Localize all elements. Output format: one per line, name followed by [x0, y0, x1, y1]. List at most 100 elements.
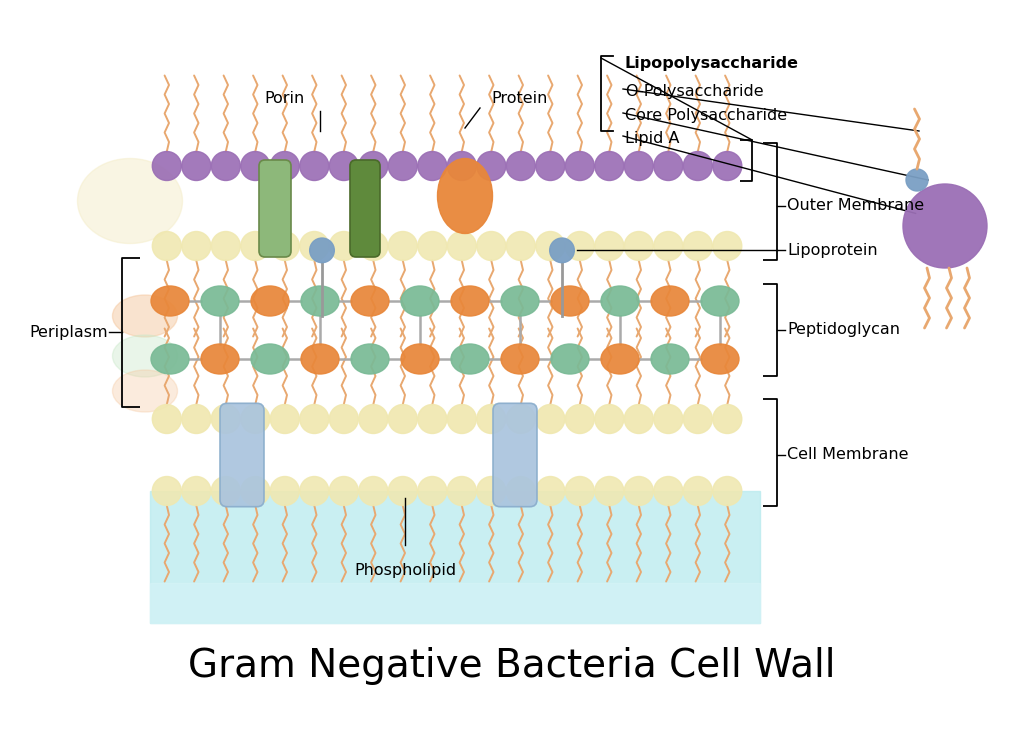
Circle shape — [536, 405, 565, 433]
Circle shape — [270, 476, 299, 505]
Circle shape — [477, 405, 506, 433]
Ellipse shape — [701, 286, 739, 316]
Circle shape — [330, 405, 358, 433]
Circle shape — [536, 231, 565, 261]
Circle shape — [565, 231, 594, 261]
Circle shape — [565, 476, 594, 505]
Circle shape — [595, 405, 624, 433]
Text: Gram Negative Bacteria Cell Wall: Gram Negative Bacteria Cell Wall — [188, 647, 836, 685]
Circle shape — [683, 405, 713, 433]
Circle shape — [447, 231, 476, 261]
Text: Lipopolysaccharide: Lipopolysaccharide — [625, 56, 799, 71]
Ellipse shape — [437, 159, 493, 233]
Circle shape — [683, 231, 713, 261]
Ellipse shape — [451, 344, 489, 374]
Ellipse shape — [251, 344, 289, 374]
Circle shape — [358, 231, 388, 261]
Circle shape — [211, 151, 241, 181]
Circle shape — [653, 476, 683, 505]
Ellipse shape — [601, 344, 639, 374]
Circle shape — [903, 184, 987, 268]
Circle shape — [241, 151, 269, 181]
Ellipse shape — [301, 286, 339, 316]
Circle shape — [506, 476, 536, 505]
Circle shape — [477, 476, 506, 505]
Circle shape — [388, 476, 418, 505]
Circle shape — [358, 405, 388, 433]
Text: Core Polysaccharide: Core Polysaccharide — [625, 108, 787, 123]
Text: Phospholipid: Phospholipid — [354, 563, 456, 578]
Circle shape — [713, 476, 741, 505]
Ellipse shape — [401, 344, 439, 374]
Circle shape — [653, 151, 683, 181]
Text: Outer Membrane: Outer Membrane — [787, 199, 924, 213]
Circle shape — [153, 476, 181, 505]
Ellipse shape — [201, 344, 239, 374]
Circle shape — [211, 231, 241, 261]
Ellipse shape — [301, 344, 339, 374]
Ellipse shape — [351, 344, 389, 374]
Text: Periplasm: Periplasm — [30, 325, 108, 340]
Ellipse shape — [651, 344, 689, 374]
Ellipse shape — [351, 286, 389, 316]
Circle shape — [330, 476, 358, 505]
Circle shape — [330, 231, 358, 261]
Text: Peptidoglycan: Peptidoglycan — [787, 322, 900, 337]
Ellipse shape — [401, 286, 439, 316]
Circle shape — [683, 476, 713, 505]
Circle shape — [625, 231, 653, 261]
FancyBboxPatch shape — [220, 403, 264, 507]
Circle shape — [300, 405, 329, 433]
Circle shape — [713, 231, 741, 261]
Circle shape — [388, 405, 418, 433]
Circle shape — [477, 231, 506, 261]
Text: Porin: Porin — [265, 91, 305, 106]
Circle shape — [153, 151, 181, 181]
Circle shape — [653, 231, 683, 261]
Ellipse shape — [501, 344, 539, 374]
Circle shape — [388, 231, 418, 261]
Circle shape — [418, 405, 446, 433]
Circle shape — [182, 405, 211, 433]
Text: O-Polysaccharide: O-Polysaccharide — [625, 84, 764, 99]
Circle shape — [270, 405, 299, 433]
Circle shape — [300, 151, 329, 181]
Circle shape — [211, 476, 241, 505]
Circle shape — [447, 405, 476, 433]
FancyBboxPatch shape — [350, 160, 380, 257]
Circle shape — [241, 476, 269, 505]
Ellipse shape — [501, 286, 539, 316]
Circle shape — [683, 151, 713, 181]
Ellipse shape — [151, 286, 189, 316]
Circle shape — [536, 476, 565, 505]
Circle shape — [211, 405, 241, 433]
Circle shape — [418, 476, 446, 505]
Circle shape — [309, 238, 334, 262]
Circle shape — [153, 405, 181, 433]
Circle shape — [625, 405, 653, 433]
Circle shape — [358, 151, 388, 181]
Circle shape — [595, 151, 624, 181]
Circle shape — [418, 231, 446, 261]
Circle shape — [241, 405, 269, 433]
Circle shape — [625, 151, 653, 181]
Circle shape — [506, 151, 536, 181]
Circle shape — [182, 151, 211, 181]
Text: Protein: Protein — [492, 91, 548, 106]
Circle shape — [300, 231, 329, 261]
Ellipse shape — [113, 295, 177, 337]
Circle shape — [388, 151, 418, 181]
Circle shape — [713, 405, 741, 433]
Circle shape — [447, 151, 476, 181]
Circle shape — [358, 476, 388, 505]
FancyBboxPatch shape — [259, 160, 291, 257]
Ellipse shape — [651, 286, 689, 316]
Circle shape — [625, 476, 653, 505]
Bar — [150, 491, 760, 623]
Circle shape — [550, 238, 574, 262]
Circle shape — [506, 231, 536, 261]
Text: Lipid A: Lipid A — [625, 131, 680, 146]
Circle shape — [182, 231, 211, 261]
Ellipse shape — [601, 286, 639, 316]
Ellipse shape — [151, 344, 189, 374]
